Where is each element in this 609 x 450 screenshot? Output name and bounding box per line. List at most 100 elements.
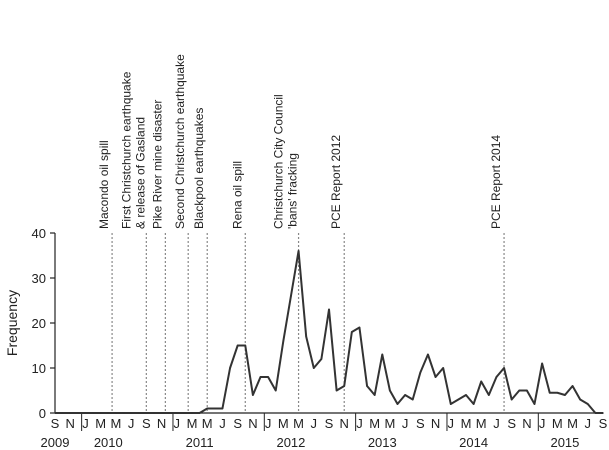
x-tick-label: N <box>431 416 440 431</box>
event-label: Pike River mine disaster <box>150 100 164 229</box>
data-point <box>206 407 209 410</box>
data-point <box>442 367 444 369</box>
data-point <box>320 358 323 360</box>
data-point <box>358 326 361 329</box>
x-tick-label: S <box>599 416 608 431</box>
data-point <box>427 353 429 356</box>
data-point <box>168 412 170 414</box>
data-point <box>396 403 399 405</box>
series-layer <box>54 250 604 414</box>
year-label: 2011 <box>186 435 214 450</box>
data-point <box>449 403 452 405</box>
event-markers: Macondo oil spill First Christchurch eart… <box>97 54 505 413</box>
data-point <box>503 367 505 369</box>
data-point <box>77 412 79 414</box>
event-label: & release of Gasland <box>133 117 147 229</box>
data-point <box>526 389 528 392</box>
data-point <box>472 403 475 405</box>
data-point <box>115 412 117 414</box>
x-tick-label: J <box>356 416 363 431</box>
year-label: 2010 <box>94 435 123 450</box>
data-point <box>137 412 140 414</box>
data-point <box>335 389 338 392</box>
y-tick-label: 40 <box>32 226 46 241</box>
data-point <box>290 295 292 297</box>
x-tick-label: S <box>416 416 425 431</box>
data-point <box>267 376 269 378</box>
data-point <box>297 250 300 252</box>
year-label: 2012 <box>276 435 305 450</box>
event-label: Blackpool earthquakes <box>192 108 206 229</box>
data-point <box>480 380 483 383</box>
x-tick-label: M <box>567 416 578 431</box>
data-point <box>229 367 231 369</box>
y-axis-ticks: 0 10 20 30 40 <box>32 226 55 421</box>
data-point <box>328 308 330 311</box>
data-point <box>122 412 125 414</box>
data-point <box>541 362 543 365</box>
data-point <box>571 385 574 387</box>
data-point <box>602 412 604 414</box>
x-tick-label: N <box>340 416 349 431</box>
data-point <box>518 389 521 392</box>
data-point <box>419 371 422 374</box>
x-tick-label: J <box>265 416 272 431</box>
event-label: PCE Report 2014 <box>489 135 503 229</box>
x-axis-ticks: S N J M M J S N J M M J S N J M M J S N J M M J S N J M M J S N J M M J S200… <box>41 413 608 450</box>
chart-axes: Frequency <box>4 233 603 414</box>
y-tick-label: 0 <box>39 406 46 421</box>
data-point <box>92 412 94 414</box>
data-point <box>160 412 163 414</box>
x-tick-label: J <box>128 416 135 431</box>
data-point <box>145 412 148 414</box>
x-tick-label: N <box>248 416 257 431</box>
x-tick-label: M <box>278 416 289 431</box>
event-label: 'bans' fracking <box>286 153 300 229</box>
data-point <box>488 394 490 396</box>
data-point <box>221 407 224 410</box>
x-tick-label: J <box>219 416 226 431</box>
data-point <box>305 335 307 338</box>
x-tick-label: J <box>493 416 500 431</box>
data-point <box>411 398 414 401</box>
year-label: 2009 <box>41 435 70 450</box>
year-label: 2015 <box>550 435 579 450</box>
data-point <box>312 367 315 369</box>
data-point <box>373 394 376 396</box>
data-point <box>198 412 201 414</box>
x-tick-label: N <box>66 416 75 431</box>
x-tick-label: M <box>552 416 563 431</box>
x-tick-label: S <box>142 416 151 431</box>
data-point <box>579 398 581 401</box>
x-tick-label: J <box>311 416 318 431</box>
event-label: First Christchurch earthquake <box>119 71 133 229</box>
event-label: Second Christchurch earthquake <box>173 54 187 229</box>
x-tick-label: J <box>448 416 455 431</box>
data-point <box>130 412 132 414</box>
y-tick-label: 30 <box>32 271 46 286</box>
data-point <box>259 376 262 378</box>
data-point <box>183 412 186 414</box>
data-point <box>343 385 346 387</box>
data-point <box>61 412 64 414</box>
event-label: PCE Report 2012 <box>329 135 343 229</box>
x-tick-label: M <box>461 416 472 431</box>
data-point <box>564 394 566 396</box>
data-point <box>175 412 178 414</box>
data-point <box>153 412 155 414</box>
data-point <box>107 412 110 414</box>
data-point <box>282 340 285 342</box>
x-tick-label: N <box>522 416 531 431</box>
data-point <box>389 389 391 392</box>
data-point <box>366 385 368 387</box>
data-point <box>510 398 513 401</box>
x-tick-label: M <box>369 416 380 431</box>
x-tick-label: J <box>402 416 409 431</box>
x-tick-label: N <box>157 416 166 431</box>
data-point <box>236 344 239 347</box>
event-label: Macondo oil spill <box>97 140 111 229</box>
x-tick-label: M <box>202 416 213 431</box>
data-point <box>465 394 467 396</box>
x-tick-label: S <box>507 416 516 431</box>
